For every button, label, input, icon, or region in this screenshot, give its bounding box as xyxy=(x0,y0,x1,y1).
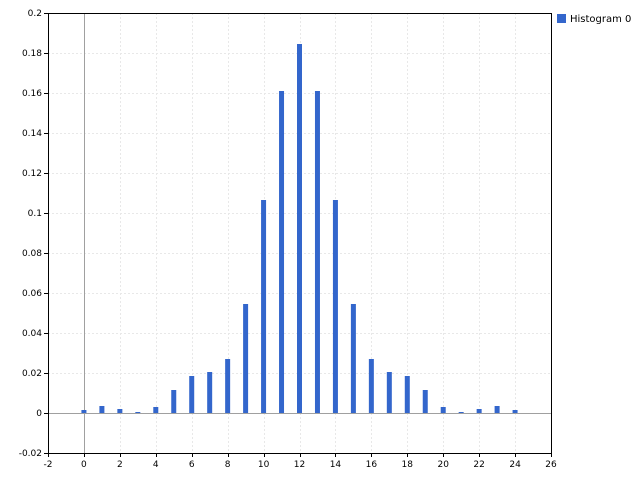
histogram-bar xyxy=(368,359,374,413)
x-tick-label: 22 xyxy=(473,460,484,470)
y-tick-label: 0.1 xyxy=(28,209,42,219)
histogram-bar xyxy=(117,409,123,413)
histogram-bar xyxy=(207,372,213,413)
x-tick-label: 4 xyxy=(153,460,159,470)
x-tick-label: 10 xyxy=(258,460,270,470)
y-tick-label: 0.14 xyxy=(22,129,42,139)
y-axis-ticks: -0.02 0 0.02 0.04 0.06 0.08 0.1 0.12 0.14 0.16 0.1… xyxy=(19,9,48,459)
x-tick-label: 14 xyxy=(330,460,342,470)
histogram-bar xyxy=(440,407,446,413)
histogram-bar xyxy=(512,410,518,413)
histogram-bar xyxy=(261,200,267,413)
histogram-bar xyxy=(135,412,141,413)
y-tick-label: 0.08 xyxy=(22,249,42,259)
x-tick-label: 26 xyxy=(545,460,557,470)
histogram-bar xyxy=(332,200,338,413)
histogram-bar xyxy=(279,91,285,413)
y-tick-label: 0.06 xyxy=(22,289,42,299)
x-tick-label: -2 xyxy=(44,460,53,470)
x-tick-label: 16 xyxy=(366,460,378,470)
x-tick-label: 0 xyxy=(81,460,87,470)
x-tick-label: 12 xyxy=(294,460,305,470)
y-tick-label: 0.18 xyxy=(22,49,42,59)
x-tick-label: 8 xyxy=(225,460,231,470)
histogram-bar xyxy=(189,376,195,413)
histogram-bar xyxy=(314,91,320,413)
histogram-bar xyxy=(458,412,464,413)
histogram-bar xyxy=(494,406,500,413)
histogram-bar xyxy=(243,304,249,413)
zero-lines xyxy=(48,13,551,453)
x-axis-ticks: -2 0 2 4 6 8 10 12 14 16 18 20 22 24 26 xyxy=(44,453,557,470)
x-tick-label: 20 xyxy=(437,460,449,470)
x-tick-label: 2 xyxy=(117,460,123,470)
legend-swatch xyxy=(557,14,566,23)
histogram-bar xyxy=(386,372,392,413)
histogram-bar xyxy=(153,407,159,413)
y-tick-label: -0.02 xyxy=(19,449,42,459)
histogram-bar xyxy=(476,409,482,413)
y-tick-label: 0 xyxy=(36,409,42,419)
y-tick-label: 0.16 xyxy=(22,89,42,99)
y-tick-label: 0.04 xyxy=(22,329,42,339)
y-tick-label: 0.02 xyxy=(22,369,42,379)
x-tick-label: 24 xyxy=(509,460,521,470)
y-tick-label: 0.12 xyxy=(22,169,42,179)
histogram-bar xyxy=(171,390,177,413)
bars-layer xyxy=(81,44,518,413)
x-tick-label: 18 xyxy=(402,460,414,470)
histogram-bar xyxy=(404,376,410,413)
histogram-bar xyxy=(99,406,105,413)
histogram-bar xyxy=(350,304,356,413)
y-tick-label: 0.2 xyxy=(28,9,42,19)
legend-label: Histogram 0 xyxy=(570,14,631,25)
histogram-bar xyxy=(297,44,302,413)
histogram-bar xyxy=(225,359,231,413)
x-tick-label: 6 xyxy=(189,460,195,470)
histogram-bar xyxy=(81,410,87,413)
histogram-bar xyxy=(422,390,428,413)
legend: Histogram 0 xyxy=(557,14,631,25)
